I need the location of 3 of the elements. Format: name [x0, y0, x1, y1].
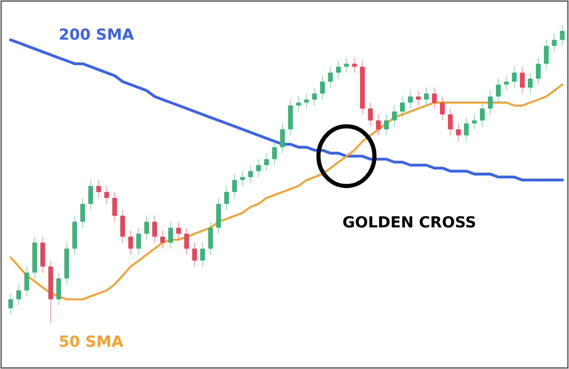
series-label: 200 SMA [60, 28, 134, 40]
text: 50 SMA [60, 335, 124, 347]
annotation: GOLDEN CROSS [343, 216, 476, 228]
